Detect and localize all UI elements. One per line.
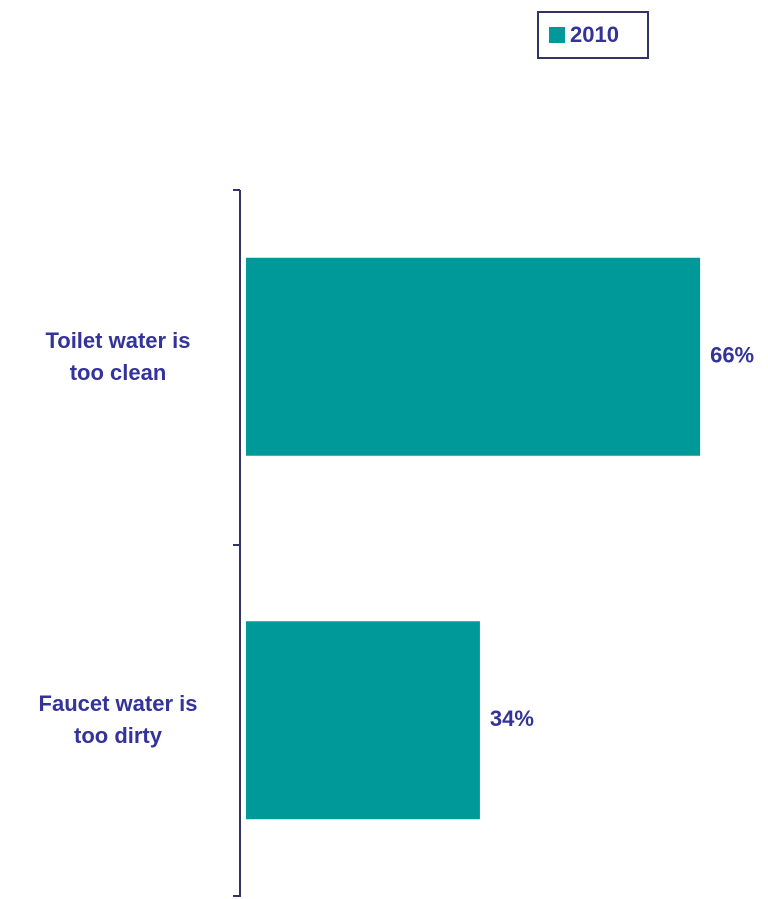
bar (246, 257, 701, 456)
legend-swatch (549, 27, 565, 43)
bar (246, 621, 480, 820)
legend-label: 2010 (570, 22, 619, 47)
category-label: Faucet water is too dirty (38, 691, 198, 749)
category-label: Toilet water is too clean (45, 327, 191, 385)
value-label: 66% (710, 343, 754, 368)
value-label: 34% (490, 706, 534, 731)
